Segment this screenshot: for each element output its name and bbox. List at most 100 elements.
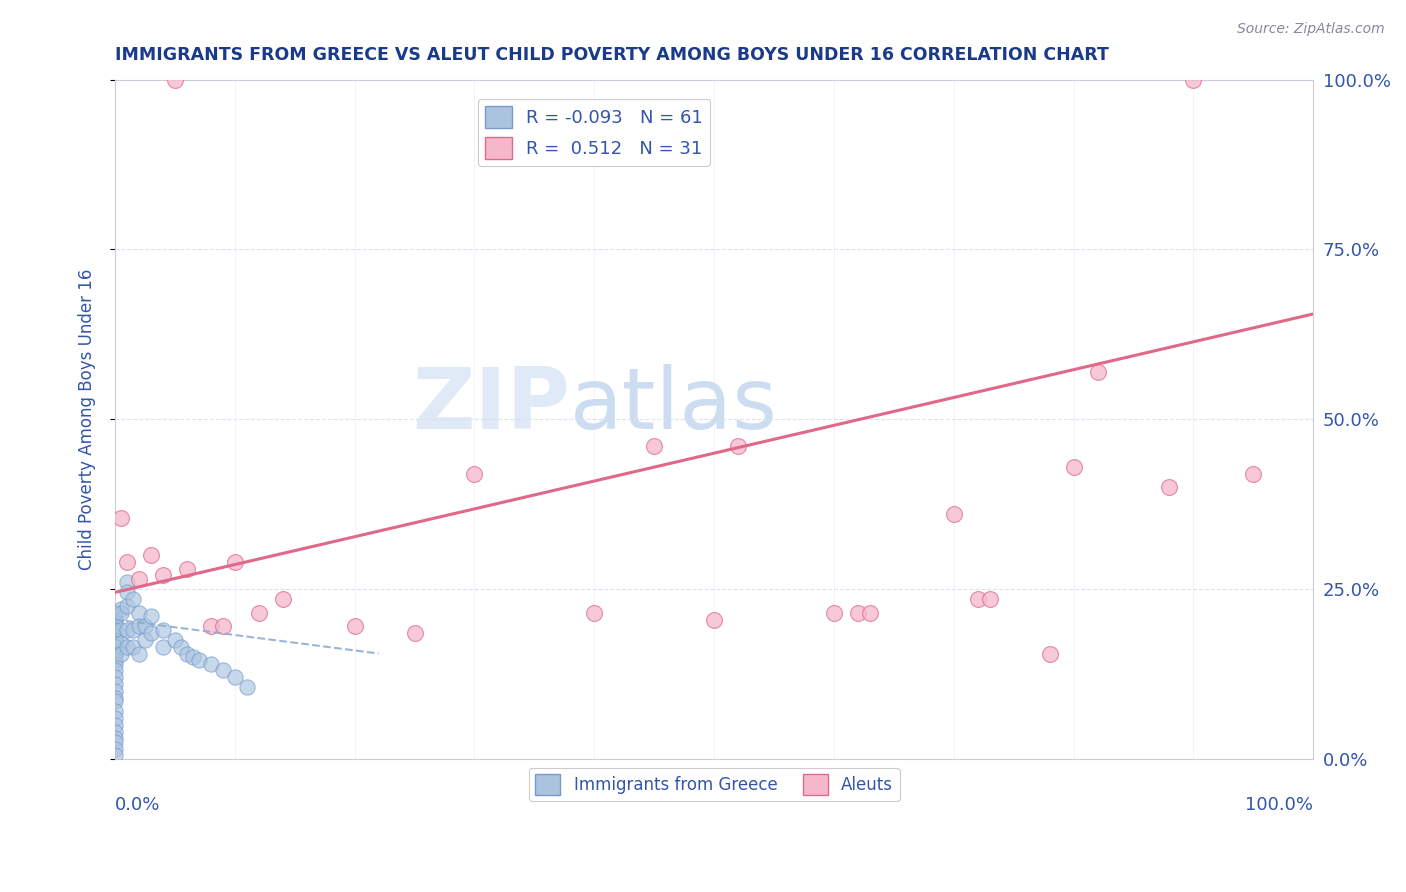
Point [170,640,193,654]
Point [104,664,127,678]
Text: 0.0%: 0.0% [115,797,160,814]
Point [104,731,127,746]
Point [583,606,606,620]
Point [104,690,127,705]
Point [128,619,150,633]
Point [104,741,127,756]
Point [139,626,162,640]
Point [139,609,162,624]
Point [271,592,294,607]
Point [134,632,156,647]
Point [1159,480,1181,494]
Point [104,630,127,644]
Point [104,718,127,732]
Point [643,439,665,453]
Point [104,677,127,691]
Point [703,613,725,627]
Point [104,724,127,739]
Point [110,510,132,524]
Point [404,626,426,640]
Point [1039,647,1062,661]
Point [1063,459,1085,474]
Point [1241,467,1264,481]
Point [104,694,127,708]
Point [115,599,138,613]
Point [104,640,127,654]
Point [247,606,270,620]
Point [212,619,235,633]
Legend: Immigrants from Greece, Aleuts: Immigrants from Greece, Aleuts [529,768,900,801]
Point [200,657,222,671]
Point [104,735,127,749]
Point [104,613,127,627]
Point [115,640,138,654]
Point [128,606,150,620]
Point [176,561,198,575]
Point [122,623,145,637]
Point [966,592,988,607]
Point [128,572,150,586]
Point [110,606,132,620]
Point [115,585,138,599]
Point [163,72,186,87]
Point [212,664,235,678]
Point [104,613,127,627]
Point [104,623,127,637]
Point [104,647,127,661]
Point [104,632,127,647]
Point [104,632,127,647]
Point [163,632,186,647]
Point [104,657,127,671]
Point [104,653,127,667]
Point [104,623,127,637]
Point [110,602,132,616]
Point [110,623,132,637]
Point [727,439,749,453]
Point [115,575,138,590]
Point [104,630,127,644]
Point [846,606,869,620]
Point [152,623,174,637]
Point [122,640,145,654]
Point [122,592,145,607]
Point [104,704,127,718]
Point [181,649,204,664]
Point [1182,72,1205,87]
Point [134,619,156,633]
Point [823,606,845,620]
Point [942,508,965,522]
Text: atlas: atlas [571,364,779,447]
Point [110,647,132,661]
Point [115,555,138,569]
Point [176,647,198,661]
Point [104,606,127,620]
Point [104,711,127,725]
Y-axis label: Child Poverty Among Boys Under 16: Child Poverty Among Boys Under 16 [79,268,96,570]
Point [187,653,209,667]
Point [152,568,174,582]
Point [139,548,162,562]
Point [859,606,882,620]
Point [224,670,246,684]
Point [104,748,127,763]
Text: 100.0%: 100.0% [1246,797,1313,814]
Point [224,555,246,569]
Text: Source: ZipAtlas.com: Source: ZipAtlas.com [1237,22,1385,37]
Point [110,636,132,650]
Point [115,623,138,637]
Point [104,684,127,698]
Point [200,619,222,633]
Point [463,467,485,481]
Point [1087,365,1109,379]
Point [104,670,127,684]
Point [104,647,127,661]
Point [343,619,366,633]
Text: IMMIGRANTS FROM GREECE VS ALEUT CHILD POVERTY AMONG BOYS UNDER 16 CORRELATION CH: IMMIGRANTS FROM GREECE VS ALEUT CHILD PO… [115,46,1109,64]
Point [104,640,127,654]
Point [128,647,150,661]
Point [236,681,259,695]
Point [152,640,174,654]
Point [979,592,1001,607]
Point [104,606,127,620]
Text: ZIP: ZIP [412,364,571,447]
